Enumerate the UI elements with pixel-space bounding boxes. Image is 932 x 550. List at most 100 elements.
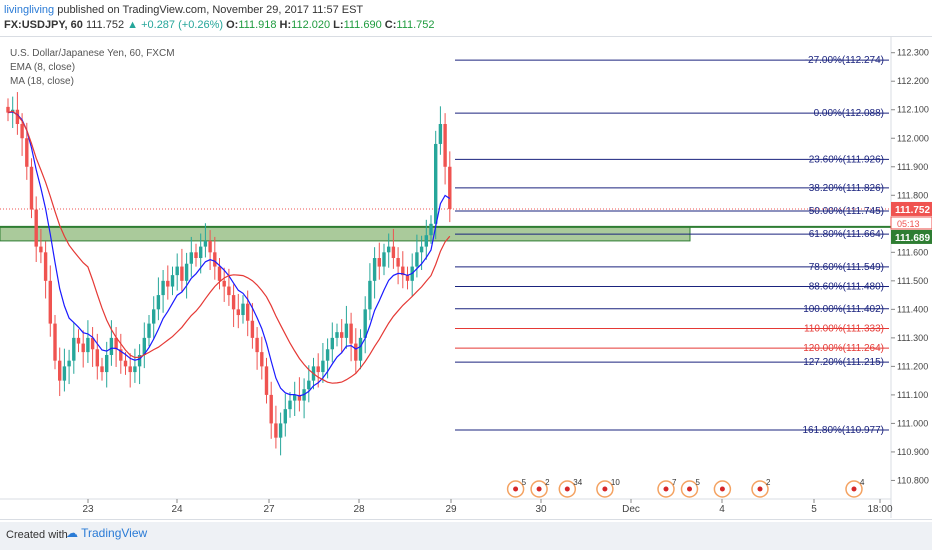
candle-body bbox=[269, 394, 273, 424]
up-arrow-icon: ▲ bbox=[127, 19, 139, 31]
candle-body bbox=[438, 123, 443, 144]
candle-body bbox=[20, 123, 24, 139]
candle-body bbox=[34, 209, 38, 247]
candle-body bbox=[152, 309, 156, 324]
candle-body bbox=[250, 320, 255, 338]
candle-body bbox=[354, 343, 358, 361]
candle-body bbox=[67, 360, 71, 367]
event-count-label: 2 bbox=[766, 478, 771, 487]
ma-legend[interactable]: MA (18, close) bbox=[10, 76, 74, 87]
candle-body bbox=[236, 309, 240, 316]
cloud-icon: ☁ bbox=[66, 526, 78, 540]
symbol-info: FX:USDJPY, 60 111.752 ▲ +0.287 (+0.26%) … bbox=[4, 19, 435, 31]
event-count-label: 34 bbox=[573, 478, 582, 487]
candle-body bbox=[39, 246, 43, 253]
candle-body bbox=[76, 337, 81, 344]
event-dot-icon bbox=[536, 486, 542, 492]
candle-body bbox=[330, 337, 334, 350]
candle-body bbox=[133, 366, 137, 373]
candle-body bbox=[424, 235, 428, 247]
candle-body bbox=[43, 252, 48, 281]
fib-level-label: 161.80%(110.977) bbox=[802, 425, 884, 436]
y-tick-label: 110.800 bbox=[897, 475, 929, 485]
x-tick-label: Dec bbox=[622, 504, 640, 515]
candle-body bbox=[48, 280, 52, 324]
candle-body bbox=[260, 352, 264, 367]
candle-body bbox=[448, 166, 452, 209]
event-dot-icon bbox=[602, 486, 608, 492]
footer-bar: Created with ☁ TradingView bbox=[0, 522, 932, 550]
y-tick-label: 112.300 bbox=[897, 48, 929, 58]
y-tick-label: 111.400 bbox=[897, 304, 928, 314]
created-with-text: Created with bbox=[6, 529, 68, 541]
current-price-label: 111.752 bbox=[895, 205, 930, 216]
candle-body bbox=[325, 349, 330, 361]
last-price: 111.752 bbox=[85, 19, 125, 31]
candle-body bbox=[434, 143, 438, 224]
candle-body bbox=[401, 266, 405, 276]
x-tick-label: 5 bbox=[811, 504, 817, 515]
ema-legend[interactable]: EMA (8, close) bbox=[10, 62, 76, 73]
open-value: 111.918 bbox=[238, 19, 277, 31]
candle-body bbox=[208, 240, 212, 253]
chart-header: livingliving published on TradingView.co… bbox=[0, 0, 932, 34]
candle-body bbox=[180, 266, 184, 281]
fib-level-label: 100.00%(111.402) bbox=[803, 304, 884, 315]
candle-body bbox=[358, 337, 363, 361]
candle-body bbox=[316, 366, 320, 373]
fib-level-label: 23.60%(111.926) bbox=[809, 154, 884, 165]
fib-level-label: 0.00%(112.088) bbox=[814, 108, 884, 119]
y-tick-label: 112.200 bbox=[897, 76, 929, 86]
candle-body bbox=[405, 275, 410, 281]
current-price-tag bbox=[891, 201, 932, 216]
fib-level-label: 88.60%(111.480) bbox=[809, 282, 884, 293]
candle-body bbox=[199, 246, 203, 259]
candle-body bbox=[25, 138, 29, 167]
candle-body bbox=[283, 409, 287, 424]
candle-body bbox=[217, 266, 222, 281]
fib-level-label: 110.00%(111.333) bbox=[804, 323, 884, 334]
candle-body bbox=[264, 366, 269, 395]
author-link[interactable]: livingliving bbox=[4, 4, 55, 16]
candle-body bbox=[105, 354, 109, 373]
candle-body bbox=[213, 252, 217, 267]
close-label: C: bbox=[384, 19, 397, 31]
candle-body bbox=[137, 354, 142, 367]
candle-body bbox=[156, 295, 161, 310]
close-value: 111.752 bbox=[396, 19, 435, 31]
low-label: L: bbox=[333, 19, 344, 31]
countdown-tag bbox=[890, 216, 932, 230]
candle-body bbox=[222, 280, 226, 287]
ma-line[interactable] bbox=[7, 110, 451, 384]
candle-body bbox=[391, 246, 396, 259]
candle-body bbox=[175, 266, 179, 276]
candle-body bbox=[62, 366, 67, 381]
candle-body bbox=[344, 323, 349, 338]
event-dot-icon bbox=[513, 486, 519, 492]
event-count-label: 5 bbox=[522, 478, 527, 487]
high-label: H: bbox=[279, 19, 292, 31]
fib-level-label: 78.60%(111.549) bbox=[809, 262, 884, 273]
candle-body bbox=[363, 309, 367, 338]
tradingview-logo[interactable]: ☁ TradingView bbox=[66, 526, 147, 540]
fib-level-label: 38.20%(111.826) bbox=[809, 183, 884, 194]
event-dot-icon bbox=[564, 486, 570, 492]
y-tick-label: 111.200 bbox=[897, 361, 928, 371]
candle-body bbox=[382, 252, 386, 267]
x-tick-label: 28 bbox=[353, 504, 365, 515]
fib-level-label: -27.00%(112.274) bbox=[805, 55, 884, 66]
event-count-label: 7 bbox=[672, 478, 677, 487]
candle-body bbox=[189, 252, 193, 264]
publish-info: livingliving published on TradingView.co… bbox=[4, 4, 363, 16]
open-label: O: bbox=[226, 19, 239, 31]
event-count-label: 4 bbox=[860, 478, 865, 487]
candle-body bbox=[293, 394, 297, 401]
x-tick-label: 4 bbox=[719, 504, 725, 515]
candle-body bbox=[203, 240, 208, 247]
low-value: 111.690 bbox=[343, 19, 382, 31]
candle-body bbox=[368, 280, 372, 310]
candle-body bbox=[340, 332, 344, 338]
candle-body bbox=[288, 400, 292, 410]
candle-body bbox=[90, 337, 95, 350]
